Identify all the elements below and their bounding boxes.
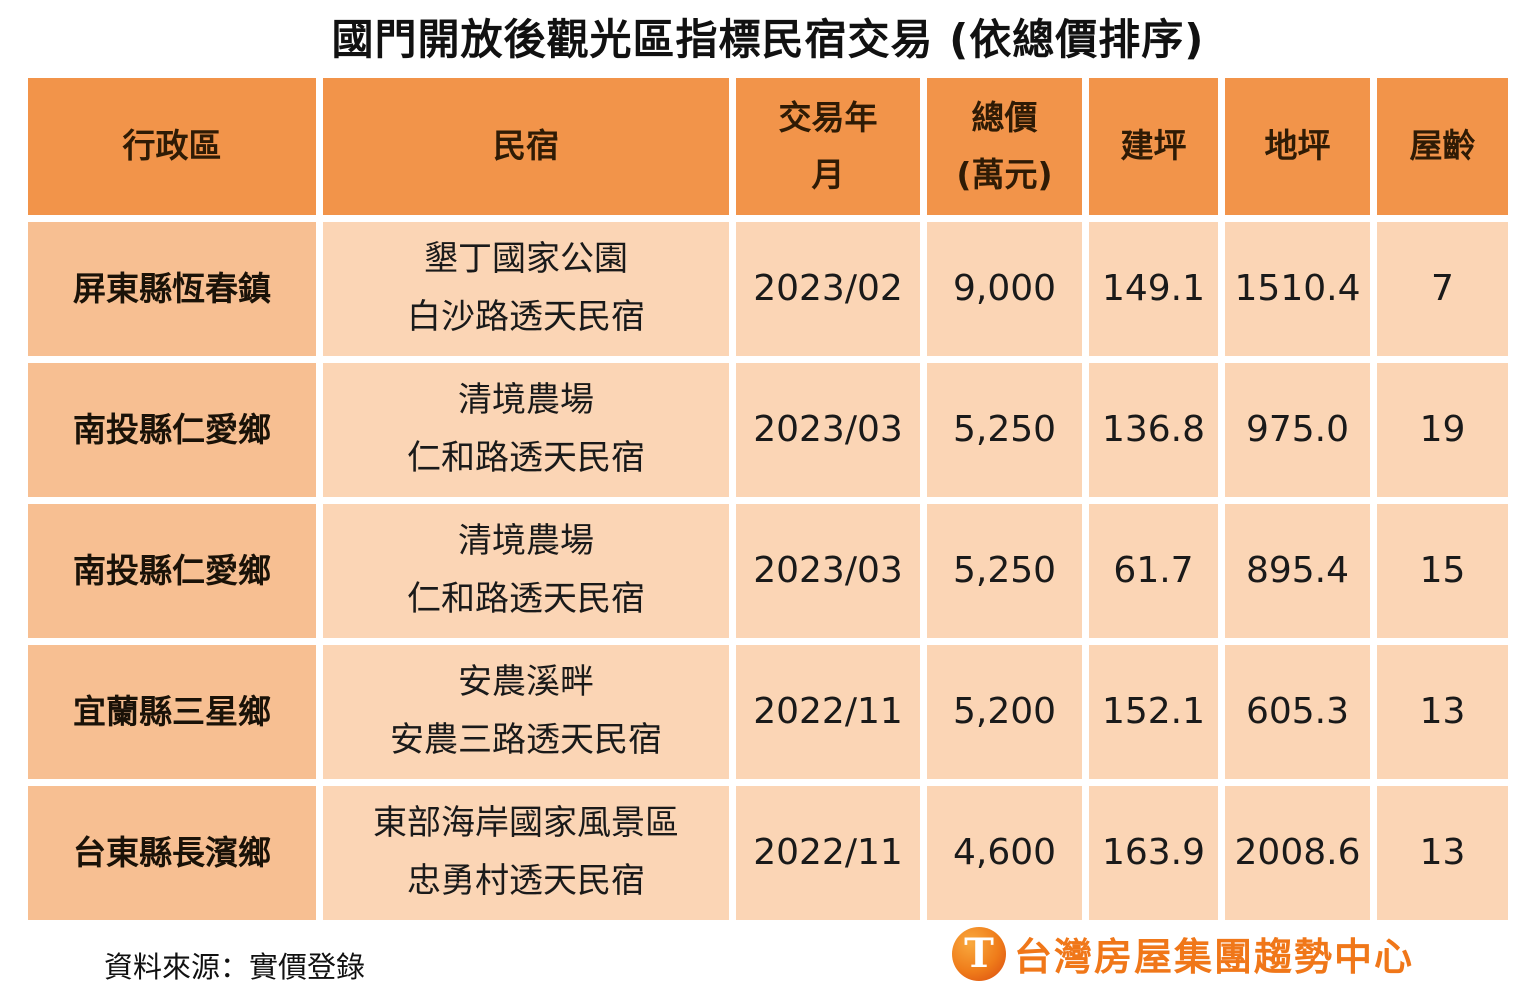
column-header-date: 交易年 月 — [736, 78, 920, 215]
brand-logo-text: 台灣房屋集團趨勢中心 — [1014, 935, 1415, 979]
table-row-5-building-area: 163.9 — [1089, 786, 1218, 920]
table-row-4-land-area: 605.3 — [1225, 645, 1370, 779]
column-header-price: 總價 (萬元) — [927, 78, 1082, 215]
table-row-2-date: 2023/03 — [736, 363, 920, 497]
page-title: 國門開放後觀光區指標民宿交易 (依總價排序) — [331, 15, 1205, 64]
column-header-land-area: 地坪 — [1225, 78, 1370, 215]
table-row-3-district: 南投縣仁愛鄉 — [28, 504, 316, 638]
table-row-5-district: 台東縣長濱鄉 — [28, 786, 316, 920]
table-row-1-building-area: 149.1 — [1089, 222, 1218, 356]
table-row-2-district: 南投縣仁愛鄉 — [28, 363, 316, 497]
table-row-2-age: 19 — [1377, 363, 1508, 497]
table-row-1-land-area: 1510.4 — [1225, 222, 1370, 356]
brand-logo: T 台灣房屋集團趨勢中心 — [952, 926, 1414, 981]
table-row-4-district: 宜蘭縣三星鄉 — [28, 645, 316, 779]
table-row-5-age: 13 — [1377, 786, 1508, 920]
table-row-3-age: 15 — [1377, 504, 1508, 638]
table-row-1-date: 2023/02 — [736, 222, 920, 356]
table-row-1-district: 屏東縣恆春鎮 — [28, 222, 316, 356]
table-row-4-building-area: 152.1 — [1089, 645, 1218, 779]
table-row-2-land-area: 975.0 — [1225, 363, 1370, 497]
taiwan-housing-logo-icon: T — [952, 926, 1006, 981]
table-row-3-date: 2023/03 — [736, 504, 920, 638]
table-row-4-date: 2022/11 — [736, 645, 920, 779]
table-row-3-bnb: 清境農場 仁和路透天民宿 — [323, 504, 729, 638]
column-header-building-area: 建坪 — [1089, 78, 1218, 215]
table-row-1-price: 9,000 — [927, 222, 1082, 356]
data-source-note: 資料來源：實價登錄 — [104, 950, 366, 984]
table-row-4-age: 13 — [1377, 645, 1508, 779]
table-row-5-bnb: 東部海岸國家風景區 忠勇村透天民宿 — [323, 786, 729, 920]
table-row-2-price: 5,250 — [927, 363, 1082, 497]
column-header-age: 屋齡 — [1377, 78, 1508, 215]
table-row-4-price: 5,200 — [927, 645, 1082, 779]
table-row-3-building-area: 61.7 — [1089, 504, 1218, 638]
table-row-5-land-area: 2008.6 — [1225, 786, 1370, 920]
column-header-district: 行政區 — [28, 78, 316, 215]
column-header-bnb: 民宿 — [323, 78, 729, 215]
table-row-5-price: 4,600 — [927, 786, 1082, 920]
transactions-table: 行政區 民宿 交易年 月 總價 (萬元) 建坪 地坪 屋齡 屏東縣恆春鎮 墾丁國… — [28, 78, 1508, 920]
table-row-2-building-area: 136.8 — [1089, 363, 1218, 497]
table-row-1-age: 7 — [1377, 222, 1508, 356]
table-row-4-bnb: 安農溪畔 安農三路透天民宿 — [323, 645, 729, 779]
table-row-3-price: 5,250 — [927, 504, 1082, 638]
table-row-5-date: 2022/11 — [736, 786, 920, 920]
table-row-2-bnb: 清境農場 仁和路透天民宿 — [323, 363, 729, 497]
table-row-3-land-area: 895.4 — [1225, 504, 1370, 638]
table-row-1-bnb: 墾丁國家公園 白沙路透天民宿 — [323, 222, 729, 356]
